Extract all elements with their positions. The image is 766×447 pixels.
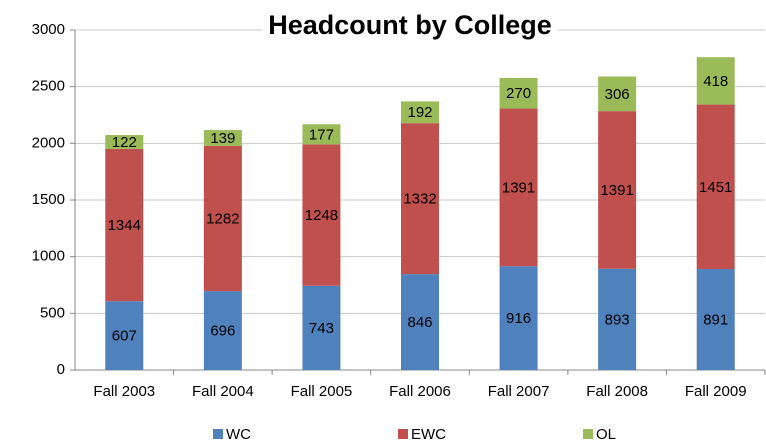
y-tick-label: 1000 xyxy=(32,248,65,265)
y-tick-label: 0 xyxy=(57,361,65,378)
x-tick-label: Fall 2006 xyxy=(389,383,451,400)
y-tick-label: 500 xyxy=(40,304,65,321)
data-label: 1248 xyxy=(305,207,338,224)
data-label: 891 xyxy=(703,311,728,328)
bar-segment xyxy=(203,291,242,370)
data-label: 192 xyxy=(407,104,432,121)
bar-segment xyxy=(302,144,341,286)
title-background xyxy=(262,10,558,41)
data-label: 846 xyxy=(407,314,432,331)
data-label: 1391 xyxy=(502,179,535,196)
bar-segment xyxy=(598,76,637,112)
bar-segment xyxy=(499,108,538,267)
legend-swatch xyxy=(583,429,593,439)
y-tick-label: 2000 xyxy=(32,134,65,151)
bar-segment xyxy=(696,57,735,105)
bar-segment xyxy=(401,274,439,370)
data-label: 743 xyxy=(309,320,334,337)
data-label: 1391 xyxy=(600,182,633,199)
bar-segment xyxy=(203,130,242,146)
data-label: 1332 xyxy=(403,191,436,208)
bar-segment xyxy=(105,301,144,370)
bar-segment xyxy=(401,123,439,275)
bar-segment xyxy=(302,285,341,370)
data-label: 1282 xyxy=(206,210,239,227)
data-label: 306 xyxy=(605,86,630,103)
chart-title: Headcount by College xyxy=(268,10,552,40)
bar-segment xyxy=(401,101,439,124)
data-label: 418 xyxy=(703,73,728,90)
data-label: 270 xyxy=(506,85,531,102)
data-label: 1451 xyxy=(699,179,732,196)
bar-segment xyxy=(302,124,341,145)
bar-segment xyxy=(203,145,242,292)
data-label: 177 xyxy=(309,126,334,143)
x-tick-label: Fall 2009 xyxy=(685,383,747,400)
data-label: 607 xyxy=(112,328,137,345)
legend-label: EWC xyxy=(411,426,446,443)
data-label: 916 xyxy=(506,310,531,327)
x-tick-label: Fall 2005 xyxy=(291,383,353,400)
legend-label: OL xyxy=(596,426,616,443)
legend-label: WC xyxy=(226,426,251,443)
data-label: 122 xyxy=(112,134,137,151)
bar-segment xyxy=(598,111,637,269)
bar-segment xyxy=(598,268,637,370)
data-label: 139 xyxy=(210,130,235,147)
bar-segment xyxy=(696,104,735,270)
x-tick-label: Fall 2003 xyxy=(93,383,155,400)
legend-swatch xyxy=(398,429,408,439)
x-tick-label: Fall 2004 xyxy=(192,383,254,400)
y-tick-label: 3000 xyxy=(32,21,65,38)
bar-segment xyxy=(105,148,144,302)
y-tick-label: 1500 xyxy=(32,191,65,208)
data-label: 893 xyxy=(605,311,630,328)
x-tick-label: Fall 2007 xyxy=(488,383,550,400)
data-label: 1344 xyxy=(108,217,141,234)
data-label: 696 xyxy=(210,323,235,340)
bar-segment xyxy=(499,77,538,109)
bar-segment xyxy=(696,269,735,370)
x-tick-label: Fall 2008 xyxy=(586,383,648,400)
y-tick-label: 2500 xyxy=(32,78,65,95)
bar-segment xyxy=(499,266,538,370)
bar-segment xyxy=(105,135,144,149)
legend-swatch xyxy=(213,429,223,439)
